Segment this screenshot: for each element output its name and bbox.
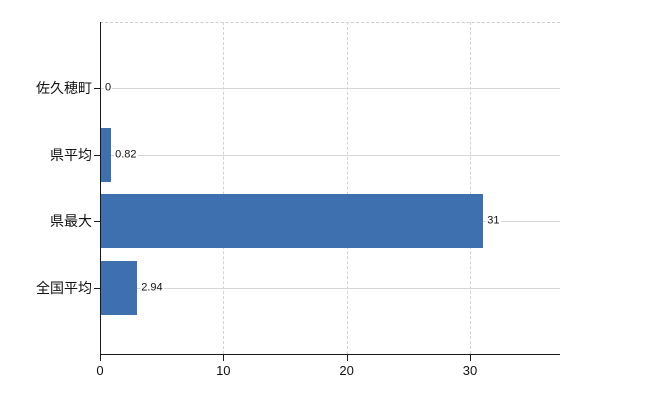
x-tick-mark — [346, 355, 348, 361]
category-tick-mark — [94, 154, 101, 156]
category-tick-mark — [94, 88, 101, 90]
h-gridline — [100, 287, 560, 289]
category-tick-mark — [94, 287, 101, 289]
value-label: 2.94 — [140, 281, 164, 295]
category-label: 県最大 — [50, 213, 92, 230]
category-label: 全国平均 — [36, 279, 92, 296]
value-label: 31 — [486, 214, 501, 228]
plot-top-border — [100, 22, 560, 23]
category-label: 県平均 — [50, 146, 92, 163]
x-axis — [100, 354, 560, 355]
x-tick-mark — [100, 355, 101, 361]
category-tick-mark — [94, 221, 101, 223]
h-gridline — [100, 154, 560, 156]
x-tick-label: 0 — [96, 363, 104, 378]
value-label: 0.82 — [114, 148, 138, 162]
x-tick-label: 30 — [462, 363, 478, 378]
value-label: 0 — [104, 81, 113, 95]
x-tick-mark — [469, 355, 471, 361]
y-axis — [100, 22, 101, 360]
bar — [101, 194, 484, 249]
v-gridline — [346, 22, 348, 354]
x-tick-mark — [223, 355, 225, 361]
x-tick-label: 10 — [216, 363, 231, 378]
bar — [101, 260, 138, 315]
v-gridline — [223, 22, 225, 354]
v-gridline — [469, 22, 471, 354]
bar — [101, 127, 112, 182]
x-tick-label: 20 — [339, 363, 354, 378]
h-gridline — [100, 88, 560, 90]
category-label: 佐久穂町 — [36, 80, 92, 97]
